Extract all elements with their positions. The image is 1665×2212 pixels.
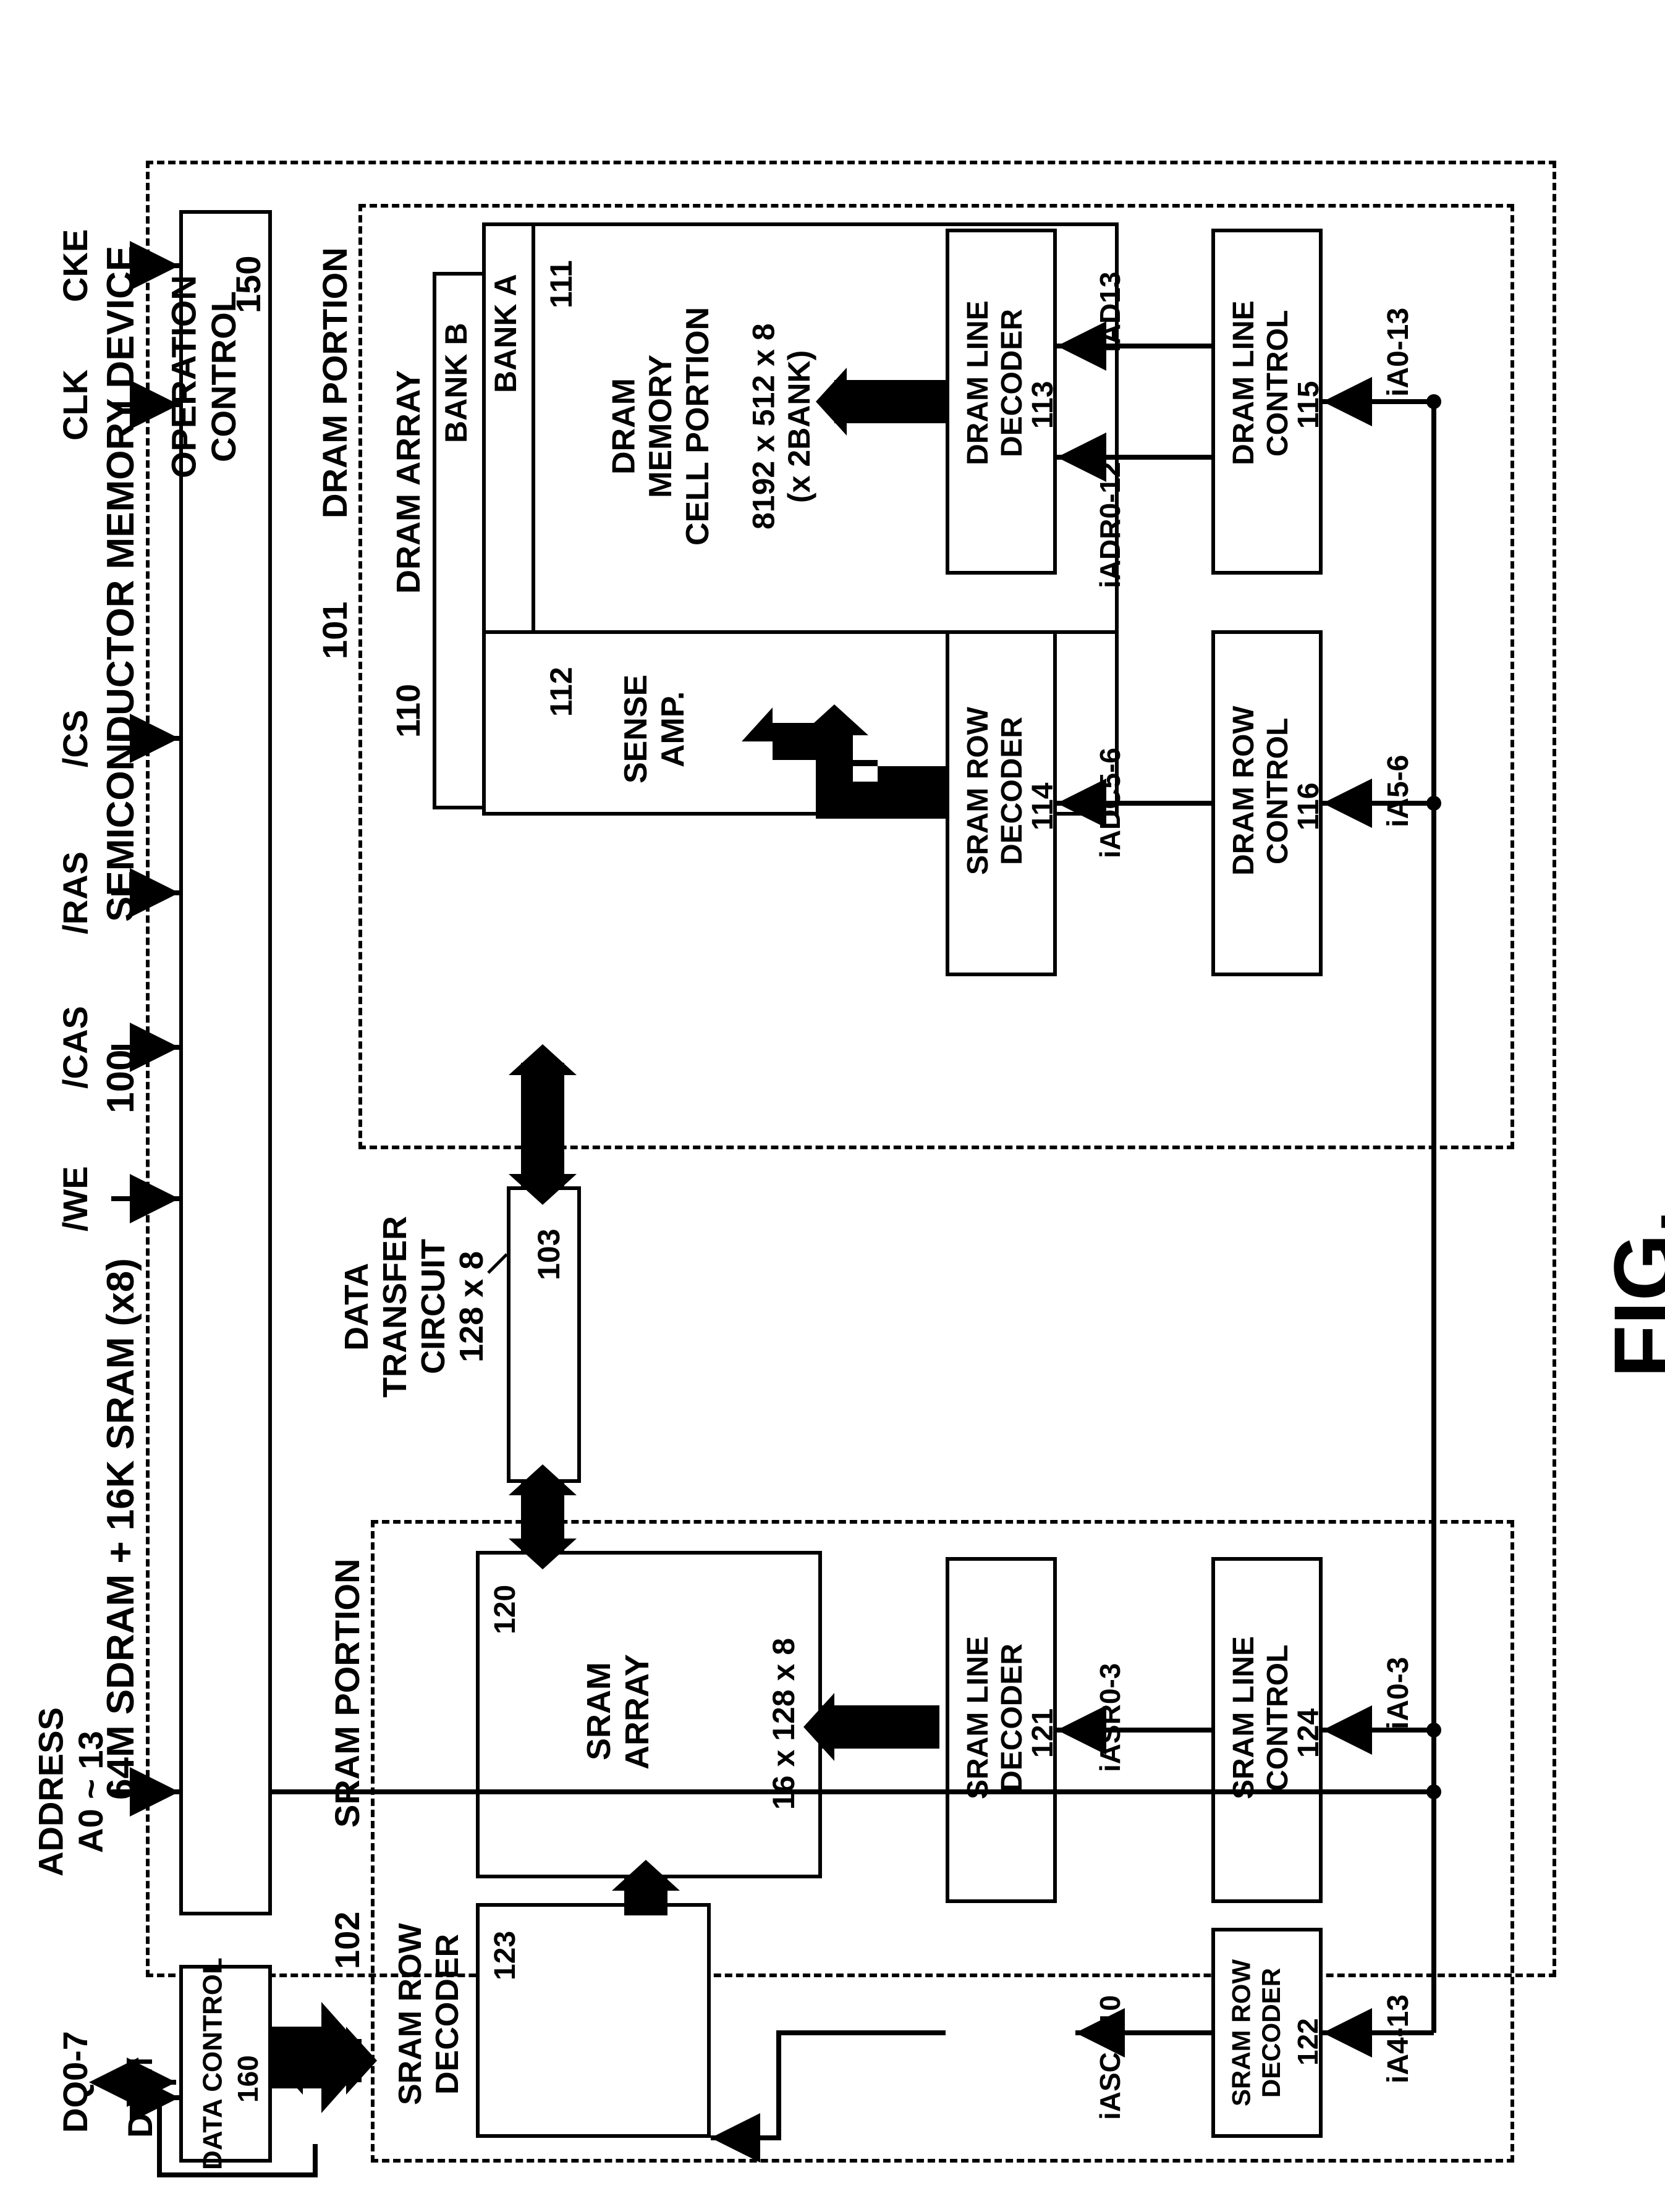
iadr-label: iADR0-12 [1094, 420, 1127, 630]
sense-amp-label: SENSE AMP. [612, 643, 698, 816]
bank-a-vdivider [532, 226, 535, 630]
clk-label: CLK [56, 352, 95, 457]
title-ref: 100 [99, 1032, 143, 1131]
sram-row-decoder2-label [998, 2138, 1282, 2212]
ras-label: /RAS [56, 828, 95, 958]
dram-line-control-label: DRAM LINE CONTROL [1224, 247, 1298, 519]
iad13-label: iAD13 [1094, 241, 1127, 383]
address-label: ADDRESS A0 ~ 13 [31, 1668, 111, 1915]
title-line1: SEMICONDUCTOR MEMORY DEVICE [99, 167, 143, 1001]
dram-array-ref: 110 [389, 667, 428, 754]
sram-array-label: SRAM ARRAY [575, 1619, 661, 1804]
cke-label: CKE [56, 213, 95, 318]
sram-portion-label: SRAM PORTION [328, 1520, 367, 1866]
dram-line-decoder-label: DRAM LINE DECODER [958, 247, 1032, 519]
sense-amp-ref: 112 [544, 649, 580, 735]
dram-cell-label: DRAM MEMORY CELL PORTION [593, 229, 729, 624]
cas-label: /CAS [56, 982, 95, 1112]
sram-row-dec-top-ref: 123 [488, 1915, 522, 1996]
iadc-label: iADC5-6 [1094, 698, 1127, 908]
sram-line-decoder-ref: 121 [1026, 1693, 1060, 1773]
op-control-ref: 150 [229, 241, 268, 327]
op-control-label: OPERATION CONTROL [182, 222, 226, 531]
dram-line-decoder-ref: 113 [1026, 365, 1060, 445]
dram-config: 8192 x 512 x 8 (x 2BANK) [742, 229, 822, 624]
dq-label: DQ0-7 [56, 1996, 95, 2169]
sram-line-control-label: SRAM LINE CONTROL [1224, 1582, 1298, 1854]
we-label: /WE [56, 1143, 95, 1254]
dram-row-decoder-label: SRAM ROW DECODER [958, 655, 1032, 927]
transfer-label: DATA TRANSFER CIRCUIT 128 x 8 [328, 1168, 501, 1446]
dram-array-label: DRAM ARRAY [389, 327, 428, 636]
sram-rowdec2-real-label: SRAM ROW DECODER [1222, 1937, 1290, 2129]
sram-array-ref: 120 [488, 1569, 522, 1650]
dram-row-control-label: DRAM ROW CONTROL [1224, 655, 1298, 927]
sram-config: 16 x 128 x 8 [766, 1582, 802, 1866]
bank-b-label: BANK B [439, 290, 475, 476]
dram-portion-ref: 101 [315, 587, 355, 673]
bank-a-ref: 111 [544, 241, 580, 327]
ia413-label: iA4-13 [1381, 1946, 1415, 2132]
data-control-ref: 160 [232, 2039, 265, 2119]
dram-line-control-ref: 115 [1292, 365, 1326, 445]
sram-line-control-ref: 124 [1292, 1693, 1326, 1773]
sram-rowdec2-ref: 122 [1292, 2002, 1324, 2082]
ia013-label: iA0-13 [1381, 260, 1415, 445]
transfer-ref: 103 [532, 1211, 567, 1298]
sram-line-decoder-label: SRAM LINE DECODER [958, 1582, 1032, 1854]
ia56-label: iA5-6 [1381, 698, 1415, 884]
dram-row-decoder-ref: 114 [1026, 766, 1060, 846]
ia03-label: iA0-3 [1381, 1613, 1415, 1773]
data-control-label: DATA CONTROL [195, 1971, 232, 2156]
figure-label: FIG. 1 [1595, 1210, 1665, 1378]
dqm-label: DQM [121, 2030, 160, 2166]
iasr-label: iASR0-3 [1094, 1613, 1127, 1823]
cs-label: /CS [56, 686, 95, 791]
bank-a-label: BANK A [488, 241, 524, 426]
iasc-label: iASC4-10 [1094, 1946, 1127, 2169]
sram-portion-ref: 102 [328, 1897, 367, 1983]
dram-row-control-ref: 116 [1292, 766, 1326, 846]
dram-portion-label: DRAM PORTION [315, 210, 355, 556]
sram-row-dec-top-label: SRAM ROW DECODER [389, 1872, 470, 2156]
